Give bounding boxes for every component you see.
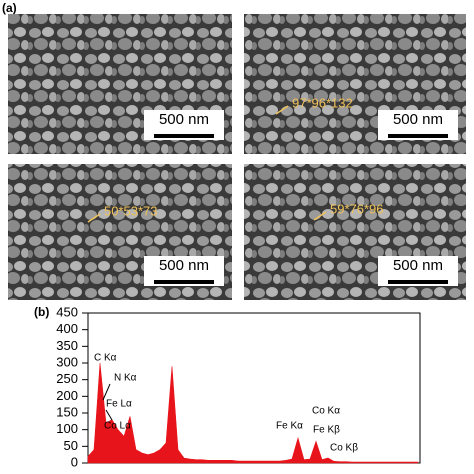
peak-label: C Kα bbox=[94, 353, 117, 364]
spectrum bbox=[87, 362, 419, 464]
scale-bar bbox=[388, 280, 448, 284]
scale-label: 500 nm bbox=[159, 257, 209, 274]
scale-label: 500 nm bbox=[393, 257, 443, 274]
y-tick-label: 50 bbox=[64, 438, 78, 453]
scale-bar bbox=[154, 280, 214, 284]
scale-label: 500 nm bbox=[393, 111, 443, 128]
y-tick-label: 0 bbox=[71, 454, 78, 469]
peak-label: Fe Kα bbox=[276, 421, 303, 432]
y-tick-label: 100 bbox=[56, 421, 78, 436]
y-tick-label: 450 bbox=[56, 304, 78, 319]
size-annotation: 59*76*96 bbox=[330, 201, 384, 216]
arrow bbox=[105, 409, 113, 421]
peak-label: N Kα bbox=[114, 373, 137, 384]
y-tick-label: 350 bbox=[56, 338, 78, 353]
peak-label: Fe Kβ bbox=[313, 425, 340, 436]
peak-label: Fe Lα bbox=[106, 399, 132, 410]
y-tick-label: 400 bbox=[56, 321, 78, 336]
sem-images: 500 nm 500 nm 97*96*132 500 nm 50*53*73 500 n… bbox=[8, 14, 466, 300]
size-annotation: 50*53*73 bbox=[104, 203, 158, 218]
peak-label: Co Kα bbox=[312, 406, 340, 417]
pointer bbox=[87, 213, 101, 223]
y-tick-label: 150 bbox=[56, 404, 78, 419]
panel-label: (b) bbox=[34, 305, 49, 319]
y-tick-label: 250 bbox=[56, 371, 78, 386]
pointer bbox=[313, 211, 327, 221]
scale-label: 500 nm bbox=[159, 111, 209, 128]
size-annotation: 97*96*132 bbox=[292, 95, 353, 110]
plot-frame bbox=[87, 312, 421, 464]
peak-label: Co Lα bbox=[104, 421, 131, 432]
arrow bbox=[102, 383, 111, 401]
y-tick-label: 200 bbox=[56, 388, 78, 403]
scale-bar bbox=[388, 134, 448, 138]
y-tick-label: 300 bbox=[56, 354, 78, 369]
peak-label: Co Kβ bbox=[330, 443, 358, 454]
panel-label: (a) bbox=[2, 1, 17, 15]
pointer bbox=[275, 105, 289, 115]
scale-bar bbox=[154, 134, 214, 138]
